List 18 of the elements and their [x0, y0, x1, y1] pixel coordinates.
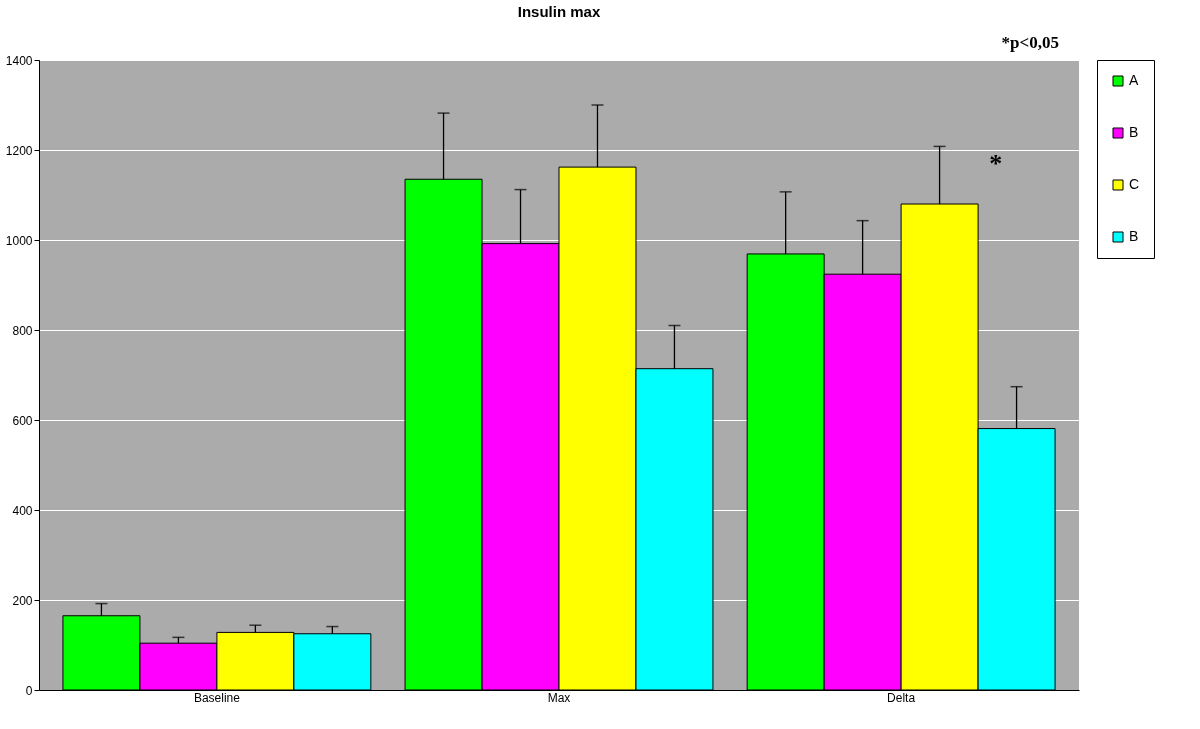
y-tick-label: 600	[12, 413, 33, 428]
y-tick-label: 1000	[5, 233, 33, 248]
annotation: *	[989, 148, 1003, 178]
y-tick-label: 0	[25, 683, 33, 698]
x-tick-label: Delta	[887, 690, 916, 705]
x-tick-label: Max	[547, 690, 571, 705]
legend-label: B	[1129, 124, 1139, 140]
y-tick-label: 400	[12, 503, 33, 518]
y-tick-label: 800	[12, 323, 33, 338]
y-tick-label: 200	[12, 593, 33, 608]
legend-label: B	[1129, 228, 1139, 244]
y-tick-label: 1400	[5, 53, 33, 68]
legend-label: C	[1129, 176, 1140, 192]
legend-label: A	[1129, 72, 1139, 88]
text: *p<0,05	[1001, 33, 1059, 52]
chart-title: Insulin max	[517, 3, 601, 20]
x-tick-label: Baseline	[193, 690, 241, 705]
y-tick-label: 1200	[5, 143, 33, 158]
